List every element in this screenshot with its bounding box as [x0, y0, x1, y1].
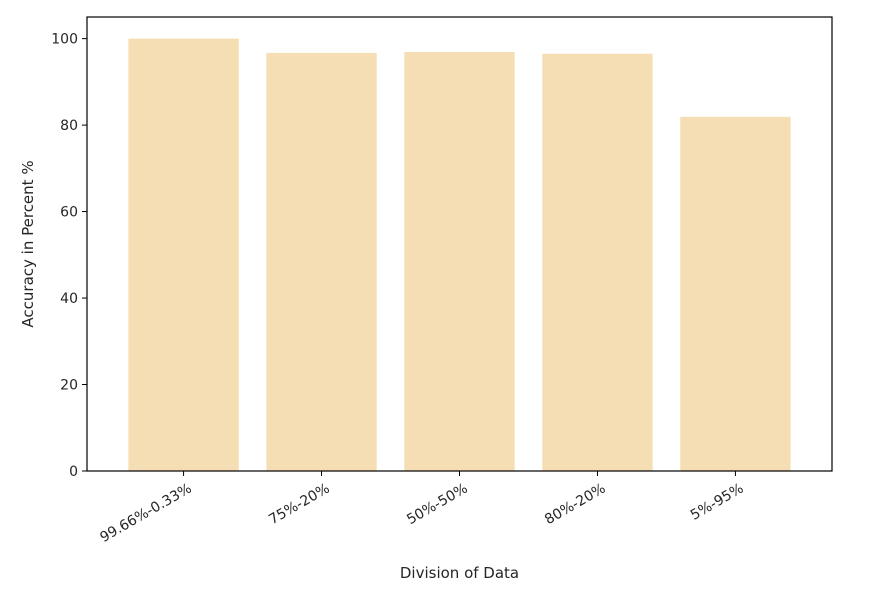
y-axis: 0 20 40 60 80 100 — [51, 32, 87, 480]
y-tick-label: 40 — [60, 291, 78, 307]
bars-layer — [128, 38, 791, 471]
y-tick-label: 80 — [60, 118, 78, 134]
x-tick-label: 99.66%-0.33% — [97, 481, 194, 546]
bar — [542, 53, 653, 471]
x-tick-label: 80%-20% — [542, 481, 608, 529]
y-axis-label: Accuracy in Percent % — [19, 160, 37, 327]
y-tick-label: 0 — [69, 464, 78, 480]
bar — [128, 38, 239, 471]
x-axis: 99.66%-0.33% 75%-20% 50%-50% 80%-20% 5%-95% — [97, 471, 746, 546]
x-tick-label: 75%-20% — [266, 481, 332, 529]
bar — [266, 52, 377, 471]
y-tick-label: 60 — [60, 205, 78, 221]
bar — [404, 52, 515, 471]
bar — [680, 116, 791, 471]
y-tick-label: 100 — [51, 32, 78, 48]
x-axis-label: Division of Data — [400, 564, 519, 582]
x-tick-label: 50%-50% — [404, 481, 470, 529]
x-tick-label: 5%-95% — [688, 481, 747, 524]
y-tick-label: 20 — [60, 378, 78, 394]
